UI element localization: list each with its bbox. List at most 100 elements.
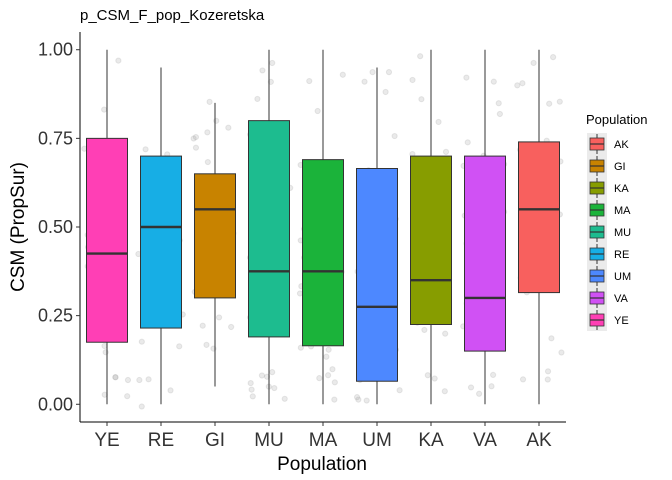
jitter-point (176, 343, 183, 350)
chart-title: p_CSM_F_pop_Kozeretska (80, 7, 265, 24)
jitter-point (464, 139, 471, 146)
y-tick-label: 0.25 (38, 306, 73, 326)
box-body (518, 141, 560, 294)
jitter-point (258, 372, 266, 379)
jitter-point (271, 384, 278, 392)
jitter-point (421, 326, 428, 334)
jitter-point (353, 394, 361, 401)
jitter-point (558, 349, 565, 356)
x-tick-label: MU (254, 430, 284, 451)
jitter-point (248, 386, 255, 393)
x-tick-label: UM (362, 430, 392, 451)
jitter-point (192, 133, 200, 141)
jitter-point (369, 68, 376, 76)
jitter-point (409, 76, 416, 84)
legend-item-mu: MU (587, 221, 631, 243)
jitter-point (281, 395, 288, 402)
x-tick-label: AK (526, 430, 552, 451)
box-ak (518, 49, 560, 405)
jitter-point (355, 396, 362, 403)
jitter-point (530, 59, 537, 67)
jitter-point (297, 344, 304, 351)
legend-label: AK (614, 139, 629, 151)
jitter-point (331, 396, 338, 403)
jitter-point (206, 98, 213, 105)
box-body (194, 173, 236, 299)
jitter-point (488, 383, 495, 390)
legend-label: VA (614, 293, 629, 305)
legend-item-re: RE (587, 243, 629, 265)
box-re (140, 67, 182, 405)
jitter-point (203, 341, 210, 348)
x-axis-title: Population (277, 454, 367, 475)
jitter-point (263, 373, 271, 380)
legend-label: UM (614, 271, 631, 283)
jitter-point (514, 82, 521, 89)
box-mu (248, 49, 290, 405)
box-va (464, 49, 506, 405)
jitter-point (442, 148, 450, 155)
legend: Population AK GI KA MA MU RE UM VA YE (586, 112, 647, 331)
jitter-point (519, 376, 527, 383)
jitter-point (215, 314, 223, 321)
jitter-point (112, 374, 119, 381)
jitter-point (548, 335, 555, 342)
x-ticks: YE RE GI MU MA UM KA VA AK (94, 422, 552, 451)
jitter-point (391, 132, 398, 140)
jitter-point (490, 371, 497, 379)
jitter-point (204, 158, 211, 166)
box-body (356, 168, 398, 382)
box-body (86, 137, 128, 343)
jitter-point (544, 376, 551, 383)
jitter-point (199, 322, 206, 329)
jitter-point (115, 57, 122, 64)
jitter-point (431, 375, 438, 382)
jitter-point (418, 96, 425, 103)
jitter-point (435, 118, 442, 126)
jitter-point (314, 107, 321, 115)
y-tick-label: 0.75 (38, 128, 73, 148)
jitter-point (254, 95, 261, 103)
x-tick-label: GI (205, 430, 225, 451)
y-ticks: 0.00 0.25 0.50 0.75 1.00 (38, 40, 80, 414)
jitter-point (101, 106, 108, 113)
jitter-point (329, 366, 336, 373)
legend-label: YE (614, 315, 629, 327)
jitter-point (441, 388, 448, 395)
jitter-point (267, 78, 274, 85)
jitter-point (467, 384, 475, 391)
legend-item-ak: AK (587, 133, 629, 155)
legend-label: KA (614, 183, 629, 195)
jitter-point (323, 353, 330, 360)
box-body (248, 120, 290, 338)
jitter-point (136, 376, 143, 384)
box-group (86, 49, 560, 405)
jitter-point (556, 98, 563, 105)
jitter-point (382, 88, 389, 96)
jitter-point (463, 74, 470, 81)
jitter-point (249, 393, 256, 400)
jitter-point (247, 379, 254, 387)
jitter-point (259, 67, 266, 74)
jitter-point (442, 330, 449, 337)
jitter-point (495, 100, 502, 107)
jitter-point (339, 71, 346, 78)
jitter-point (546, 100, 553, 107)
jitter-point (417, 53, 424, 60)
box-body (140, 155, 182, 329)
legend-label: MU (614, 227, 631, 239)
box-body (410, 155, 452, 325)
legend-label: RE (614, 249, 629, 261)
jitter-point (269, 59, 276, 67)
box-body (464, 155, 506, 352)
y-tick-label: 0.00 (38, 394, 73, 414)
box-um (356, 67, 398, 405)
jitter-point (138, 403, 145, 410)
box-ma (302, 49, 344, 405)
jitter-point (396, 387, 403, 394)
jitter-point (306, 77, 313, 85)
box-body (302, 159, 344, 347)
jitter-point (124, 376, 132, 384)
box-ka (410, 49, 452, 405)
jitter-point (204, 129, 211, 136)
